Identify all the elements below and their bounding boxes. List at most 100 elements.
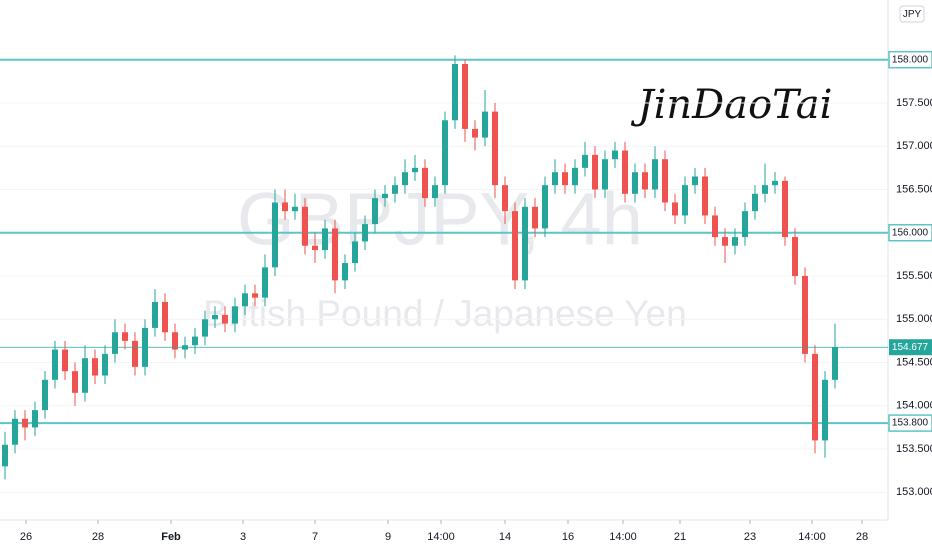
candle-body xyxy=(682,185,688,216)
candle-body xyxy=(102,353,108,376)
candle-body xyxy=(522,206,528,281)
candle-body xyxy=(732,237,738,246)
watermark-subtitle: British Pound / Japanese Yen xyxy=(203,293,686,334)
candle-body xyxy=(812,353,818,441)
candle-body xyxy=(832,347,838,380)
candle-body xyxy=(372,198,378,225)
level-tag xyxy=(888,50,932,69)
candle-body xyxy=(412,167,418,173)
candle-body xyxy=(592,154,598,190)
candle-body xyxy=(112,332,118,354)
candle-body xyxy=(72,371,78,393)
x-tick-label: 14:00 xyxy=(609,531,637,543)
candle-body xyxy=(692,176,698,186)
candle-body xyxy=(662,159,668,203)
candle-body xyxy=(12,418,18,445)
candle-body xyxy=(232,306,238,324)
candle-body xyxy=(462,64,468,129)
x-tick-label: 3 xyxy=(240,531,246,543)
candle-body xyxy=(622,150,628,194)
x-tick-label: 16 xyxy=(562,531,574,543)
x-tick-label: 26 xyxy=(20,531,32,543)
level-label: 158.000 xyxy=(892,54,929,65)
candle-body xyxy=(582,154,588,168)
candle-body xyxy=(22,418,28,428)
candle-body xyxy=(352,241,358,264)
candle-body xyxy=(62,349,68,372)
last-price-tag xyxy=(889,339,932,356)
level-tag xyxy=(888,223,932,242)
candle-body xyxy=(282,202,288,212)
candle-body xyxy=(242,293,248,307)
y-tick-label: 157.000 xyxy=(896,140,932,152)
x-tick-label: Feb xyxy=(161,531,181,543)
candle-body xyxy=(512,211,518,281)
candle-body xyxy=(172,332,178,350)
candle-body xyxy=(312,245,318,251)
candle-body xyxy=(202,319,208,337)
candle-body xyxy=(122,332,128,341)
currency: JPY xyxy=(903,9,922,20)
candle-body xyxy=(772,180,778,186)
y-tick-label: 154.000 xyxy=(896,400,932,412)
candle-body xyxy=(572,167,578,186)
last-price-label: 154.677 xyxy=(892,342,929,353)
candle-body xyxy=(642,172,648,190)
candle-body xyxy=(252,293,258,298)
candle-body xyxy=(562,172,568,186)
candle-body xyxy=(92,358,98,376)
candle-body xyxy=(482,111,488,138)
candle-body xyxy=(162,301,168,333)
candle-body xyxy=(452,64,458,121)
candle-body xyxy=(322,228,328,251)
level-label: 156.000 xyxy=(892,227,929,238)
candle-body xyxy=(542,185,548,229)
candle-body xyxy=(702,176,708,216)
candle-body xyxy=(332,228,338,281)
candle-body xyxy=(792,237,798,277)
candle-body xyxy=(442,120,448,186)
candle-body xyxy=(222,314,228,324)
x-tick-label: 14:00 xyxy=(427,531,455,543)
x-tick-label: 28 xyxy=(856,531,868,543)
candle-body xyxy=(782,180,788,238)
y-tick-label: 157.500 xyxy=(896,97,932,109)
candle-body xyxy=(752,193,758,212)
candle-body xyxy=(272,202,278,268)
candle-body xyxy=(672,202,678,216)
y-tick-label: 155.000 xyxy=(896,313,932,325)
candle-body xyxy=(632,172,638,194)
candle-body xyxy=(32,410,38,428)
candle-body xyxy=(472,128,478,138)
x-tick-label: 28 xyxy=(92,531,104,543)
candle-body xyxy=(402,172,408,186)
candle-body xyxy=(802,276,808,354)
candle-body xyxy=(432,185,438,199)
candle-body xyxy=(52,349,58,380)
candle-body xyxy=(722,237,728,246)
y-tick-label: 155.500 xyxy=(896,270,932,282)
candle-body xyxy=(502,185,508,212)
y-tick-label: 154.500 xyxy=(896,356,932,368)
candle-body xyxy=(302,206,308,246)
candle-body xyxy=(362,224,368,242)
candle-body xyxy=(762,185,768,194)
y-tick-label: 153.500 xyxy=(896,443,932,455)
candle-body xyxy=(292,206,298,212)
currency-box[interactable] xyxy=(899,5,925,23)
y-tick-label: 156.500 xyxy=(896,183,932,195)
candle-body xyxy=(132,340,138,367)
candle-body xyxy=(152,301,158,328)
candle-body xyxy=(822,379,828,441)
candle-body xyxy=(82,358,88,393)
candle-body xyxy=(652,159,658,190)
x-tick-label: 14:00 xyxy=(798,531,826,543)
candle-body xyxy=(742,211,748,238)
candle-body xyxy=(552,172,558,186)
candle-body xyxy=(42,379,48,411)
signature: JinDaoTai xyxy=(631,82,833,128)
candle-body xyxy=(382,193,388,199)
level-tag xyxy=(888,414,932,432)
candle-body xyxy=(262,267,268,298)
